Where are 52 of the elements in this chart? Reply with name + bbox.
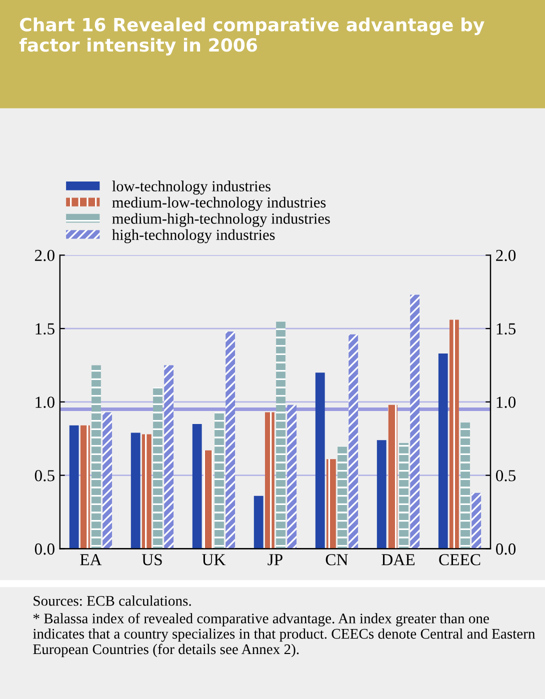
bar — [376, 440, 386, 549]
y2-tick-label: 1.0 — [496, 396, 516, 408]
bar — [276, 321, 286, 549]
y-tick-label: 1.0 — [36, 396, 54, 408]
legend-label: medium-high-technology industries — [112, 213, 330, 227]
bar — [203, 450, 213, 549]
bar — [142, 434, 152, 549]
bar — [164, 365, 174, 549]
chart-title: Chart 16 Revealed comparative advantage by factor intensity in 2006 — [19, 17, 484, 56]
y-tick-label: 2.0 — [34, 250, 54, 262]
bar — [92, 365, 101, 549]
bar — [254, 496, 264, 549]
bar — [460, 422, 470, 549]
x-tick-label: EA — [80, 554, 102, 566]
bar — [153, 387, 162, 549]
bar — [264, 412, 274, 549]
y2-tick-label: 1.5 — [496, 323, 516, 335]
bar — [315, 372, 325, 549]
text: * Balassa index of revealed comparative advantage. An index greater than one indicates that a country specializes in that product. CEECs denote Central and Eastern European Countries (for details see Annex 2). — [33, 613, 536, 658]
bar — [130, 432, 140, 549]
bar — [192, 424, 202, 549]
x-tick-label: UK — [202, 554, 226, 566]
bar — [287, 404, 297, 549]
bar — [410, 294, 420, 549]
y-tick-label: 0.5 — [34, 470, 54, 482]
x-tick-label: DAE — [382, 554, 415, 566]
bar — [399, 443, 408, 549]
y-tick-label: 0.0 — [34, 543, 54, 555]
bar — [338, 446, 347, 549]
bar — [388, 404, 398, 549]
bar — [80, 425, 90, 549]
bar — [438, 353, 448, 549]
bar — [69, 425, 79, 549]
y2-tick-label: 0.5 — [496, 470, 516, 482]
bar — [102, 412, 112, 549]
bar — [472, 492, 482, 549]
legend-label: low-technology industries — [112, 180, 270, 195]
x-tick-label: JP — [268, 554, 282, 566]
x-tick-label: CN — [326, 554, 348, 566]
bar — [348, 334, 358, 549]
x-tick-label: US — [142, 554, 162, 566]
bar — [214, 412, 224, 549]
x-tick-label: CEEC — [439, 554, 480, 566]
legend-label: high-technology industries — [112, 229, 275, 244]
legend-label: medium-low-technology industries — [112, 196, 326, 211]
bar — [226, 331, 236, 549]
bar — [326, 459, 336, 549]
y2-tick-label: 2.0 — [496, 250, 516, 262]
y2-tick-label: 0.0 — [496, 543, 516, 555]
y-tick-label: 1.5 — [36, 323, 54, 335]
source-note: Sources: ECB calculations. — [34, 596, 191, 606]
bar — [450, 320, 459, 549]
